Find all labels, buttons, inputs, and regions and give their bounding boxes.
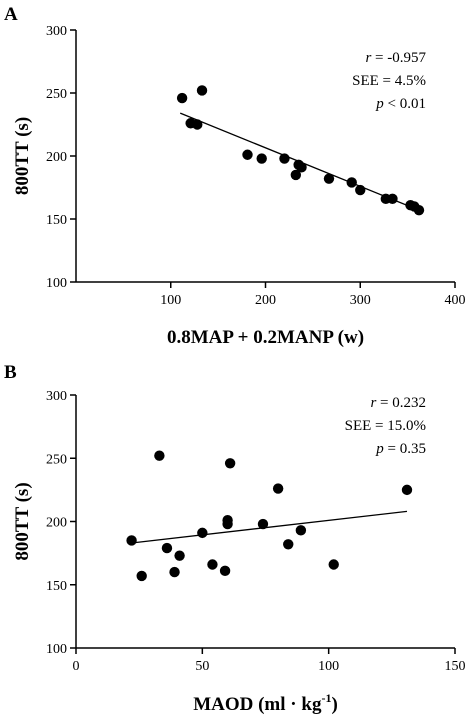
stat-symbol: r xyxy=(365,50,371,66)
data-point xyxy=(136,570,147,582)
y-tick-label: 200 xyxy=(46,516,67,531)
x-axis-label: MAOD (ml · kg-1) xyxy=(193,691,338,715)
stat-symbol: p xyxy=(375,441,384,457)
marks-group xyxy=(176,85,425,216)
stats-group: r = 0.232 SEE = 15.0% p = 0.35 xyxy=(345,395,426,457)
x-axis-label: 0.8MAP + 0.2MANP (w) xyxy=(167,327,364,348)
marks-group xyxy=(126,450,413,582)
tick-group: 100 150 200 250 300 0 50 100 150 xyxy=(46,389,466,674)
y-tick-label: 100 xyxy=(46,276,67,291)
y-axis-label: 800TT (s) xyxy=(12,117,33,195)
data-point xyxy=(219,565,231,577)
y-tick-label: 250 xyxy=(46,452,67,467)
x-tick-label: 0 xyxy=(73,659,80,674)
data-point xyxy=(283,539,294,550)
stat-annotation: SEE = 15.0% xyxy=(345,418,426,434)
x-axis-label-suffix: ) xyxy=(331,694,337,715)
x-tick-label: 400 xyxy=(445,293,466,308)
panel-a: A 100 150 200 250 300 100 200 300 400 r = -0.957… xyxy=(4,4,466,348)
data-point xyxy=(169,566,180,578)
stat-value: = -0.957 xyxy=(371,50,426,66)
y-tick-label: 100 xyxy=(46,642,67,657)
stat-symbol: r xyxy=(370,395,376,411)
data-point xyxy=(222,518,233,530)
y-tick-label: 300 xyxy=(46,389,67,404)
data-point xyxy=(279,153,290,164)
stat-annotation: p = 0.35 xyxy=(375,441,426,457)
panel-letter: A xyxy=(4,4,18,25)
y-tick-label: 300 xyxy=(46,24,67,39)
stat-annotation: SEE = 4.5% xyxy=(352,73,426,89)
data-point xyxy=(290,169,302,181)
data-point xyxy=(207,559,218,570)
data-point xyxy=(323,173,335,184)
stat-value: = 0.232 xyxy=(376,395,426,411)
data-point xyxy=(272,483,284,494)
data-point xyxy=(176,92,188,104)
y-tick-label: 200 xyxy=(46,150,67,165)
y-tick-label: 250 xyxy=(46,87,67,102)
data-point xyxy=(257,518,269,530)
data-point xyxy=(126,535,137,546)
data-point xyxy=(328,559,339,570)
tick-group: 100 150 200 250 300 100 200 300 400 xyxy=(46,24,466,308)
data-point xyxy=(242,149,253,160)
data-point xyxy=(224,458,236,469)
data-point xyxy=(154,450,165,461)
x-tick-label: 50 xyxy=(195,659,209,674)
x-tick-label: 200 xyxy=(255,293,276,308)
data-point xyxy=(197,527,208,539)
data-point xyxy=(346,177,357,188)
stat-annotation: r = 0.232 xyxy=(370,395,426,411)
y-tick-label: 150 xyxy=(46,213,67,228)
stats-group: r = -0.957 SEE = 4.5% p < 0.01 xyxy=(352,50,426,112)
data-point xyxy=(401,484,413,496)
stat-value: SEE = 4.5% xyxy=(352,73,426,89)
data-point xyxy=(192,119,203,130)
panel-letter: B xyxy=(4,362,17,383)
y-tick-label: 150 xyxy=(46,579,67,594)
stat-value: < 0.01 xyxy=(384,96,426,112)
data-point xyxy=(355,184,366,196)
stat-annotation: r = -0.957 xyxy=(365,50,426,66)
data-point xyxy=(387,193,398,205)
stat-value: = 0.35 xyxy=(384,441,426,457)
panel-b: B 100 150 200 250 300 0 50 100 150 r = 0.232 SEE … xyxy=(4,362,466,715)
x-axis-label-superscript: -1 xyxy=(321,691,331,705)
data-point xyxy=(413,204,425,216)
data-point xyxy=(295,525,307,536)
x-tick-label: 300 xyxy=(350,293,371,308)
stat-value: SEE = 15.0% xyxy=(345,418,426,434)
stat-annotation: p < 0.01 xyxy=(375,96,426,112)
data-point xyxy=(161,542,173,554)
data-point xyxy=(196,85,208,96)
data-point xyxy=(174,550,185,561)
x-axis-label-main: MAOD (ml · kg xyxy=(193,694,322,715)
x-tick-label: 100 xyxy=(160,293,181,308)
x-tick-label: 100 xyxy=(318,659,339,674)
stat-symbol: p xyxy=(375,96,384,112)
x-tick-label: 150 xyxy=(445,659,466,674)
data-point xyxy=(296,162,307,173)
y-axis-label: 800TT (s) xyxy=(12,482,33,560)
regression-line xyxy=(131,510,408,544)
data-point xyxy=(256,153,267,164)
